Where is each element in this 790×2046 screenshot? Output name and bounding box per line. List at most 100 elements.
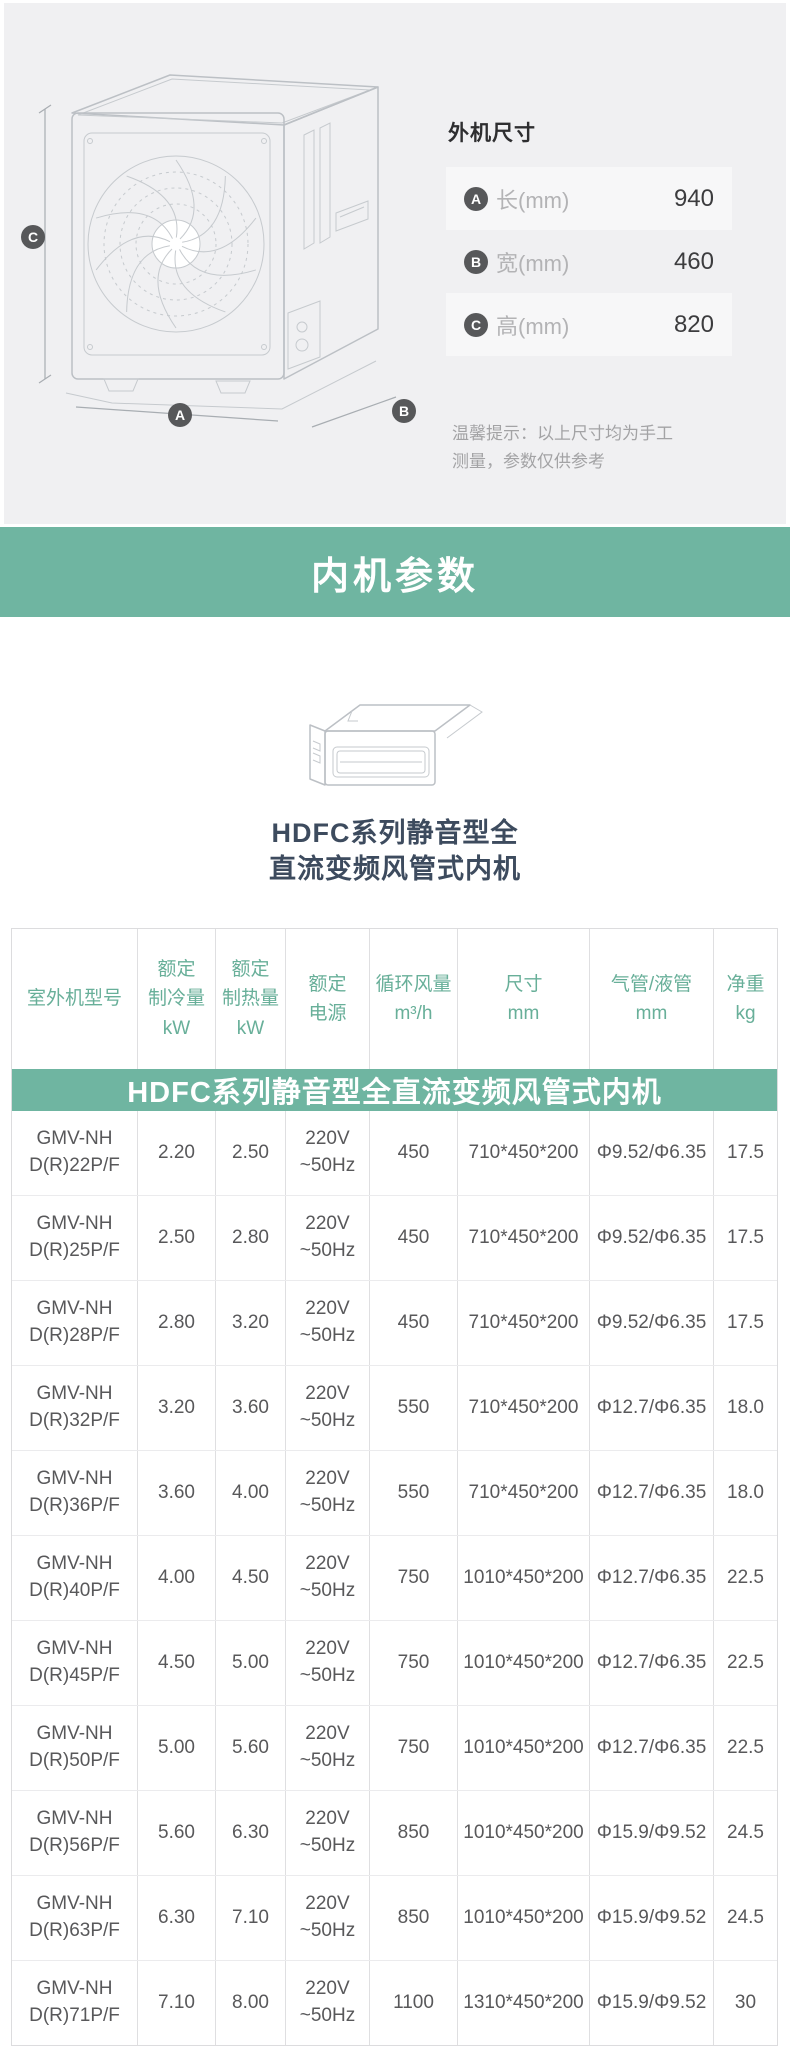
table-cell: GMV-NH D(R)40P/F [12,1536,138,1620]
product-series-title: HDFC系列静音型全 直流变频风管式内机 [269,818,521,884]
table-cell: 450 [370,1281,458,1365]
table-cell: 22.5 [727,1651,764,1673]
table-cell: 220V ~50Hz [286,1451,370,1535]
table-row: GMV-NH D(R)71P/F 7.10 8.00 220V ~50Hz 1100 13… [12,1960,777,2045]
table-cell: 710*450*200 [458,1196,590,1280]
dim-badge-a: A [464,186,488,211]
col-header-size: 尺寸 mm [458,929,590,1069]
table-cell: 2.80 [216,1196,286,1280]
indoor-unit-illustration [309,704,483,786]
outer-dimensions-panel: 外机尺寸 A 长(mm) 940 B 宽(mm) 460 C 高(mm) 820… [446,117,732,476]
dimension-row-height: C 高(mm) 820 [446,293,732,356]
table-row: GMV-NH D(R)25P/F 2.50 2.80 220V ~50Hz 450 710… [12,1195,777,1280]
table-cell: Φ12.7/Φ6.35 [590,1621,714,1705]
table-cell: GMV-NH D(R)45P/F [12,1621,138,1705]
table-cell: 17.5 [727,1226,764,1248]
table-row: GMV-NH D(R)56P/F 5.60 6.30 220V ~50Hz 850 101… [12,1790,777,1875]
table-cell: GMV-NH D(R)32P/F [12,1366,138,1450]
col-header-net-weight: 净重 kg [726,973,765,1024]
table-cell: 1010*450*200 [458,1706,590,1790]
table-cell: Φ15.9/Φ9.52 [590,1961,714,2045]
table-cell: 1100 [370,1961,458,2045]
table-cell: 710*450*200 [458,1451,590,1535]
table-cell: 18.0 [727,1481,764,1503]
table-cell: 1310*450*200 [458,1961,590,2045]
dim-badge-c: C [464,312,488,337]
table-cell: 6.30 [138,1876,216,1960]
table-cell: 5.60 [138,1791,216,1875]
table-cell: GMV-NH D(R)63P/F [12,1876,138,1960]
table-cell: 24.5 [727,1906,764,1928]
table-cell: GMV-NH D(R)28P/F [12,1281,138,1365]
section-banner-title: 内机参数 [310,555,479,598]
table-cell: 220V ~50Hz [286,1536,370,1620]
table-cell: 2.20 [138,1111,216,1195]
table-header-row: 室外机型号 额定 制冷量 kW 额定 制热量 kW 额定 电源 循环风量 m³/… [12,929,777,1069]
table-cell: 7.10 [216,1876,286,1960]
measurement-tip: 温馨提示：以上尺寸均为手工 测量，参数仅供参考 [452,424,673,472]
dimension-row-length: A 长(mm) 940 [446,167,732,230]
table-cell: 30 [734,1991,757,2013]
table-cell: 4.50 [216,1536,286,1620]
table-cell: 8.00 [216,1961,286,2045]
table-cell: 220V ~50Hz [286,1111,370,1195]
dim-label-height: 高(mm) [496,313,570,339]
table-cell: 24.5 [727,1821,764,1843]
col-header-model: 室外机型号 [12,929,138,1069]
section-banner: 内机参数 [0,527,790,617]
dim-label-width: 宽(mm) [496,250,570,276]
outdoor-unit-illustration [38,74,397,428]
table-cell: 2.50 [216,1111,286,1195]
col-header-heating: 额定 制热量 kW [216,929,286,1069]
table-cell: Φ12.7/Φ6.35 [590,1366,714,1450]
table-cell: 5.00 [216,1621,286,1705]
table-cell: 17.5 [727,1141,764,1163]
outdoor-unit-section: C A B 外机尺寸 A 长(mm) 940 B 宽(mm) 460 C 高(m… [4,3,786,524]
table-cell: 1010*450*200 [458,1876,590,1960]
dim-label-length: 长(mm) [496,187,570,213]
dimension-marker-c: C [21,225,45,249]
table-cell: 550 [370,1451,458,1535]
dim-value-height: 820 [673,310,714,338]
table-cell: 220V ~50Hz [286,1366,370,1450]
col-header-pipes: 气管/液管 mm [590,929,714,1069]
table-cell: 22.5 [727,1566,764,1588]
table-cell: GMV-NH D(R)71P/F [12,1961,138,2045]
table-cell: Φ15.9/Φ9.52 [590,1791,714,1875]
table-cell: 220V ~50Hz [286,1706,370,1790]
table-row: GMV-NH D(R)63P/F 6.30 7.10 220V ~50Hz 850 101… [12,1875,777,1960]
table-cell: GMV-NH D(R)25P/F [12,1196,138,1280]
table-cell: Φ12.7/Φ6.35 [590,1706,714,1790]
table-cell: 850 [370,1876,458,1960]
table-cell: 550 [370,1366,458,1450]
table-cell: GMV-NH D(R)36P/F [12,1451,138,1535]
table-cell: 450 [370,1196,458,1280]
table-cell: 4.00 [138,1536,216,1620]
table-cell: 850 [370,1791,458,1875]
table-row: GMV-NH D(R)28P/F 2.80 3.20 220V ~50Hz 450 710… [12,1280,777,1365]
dim-badge-b: B [464,249,488,274]
table-row: GMV-NH D(R)45P/F 4.50 5.00 220V ~50Hz 750 101… [12,1620,777,1705]
table-cell: 7.10 [138,1961,216,2045]
table-cell: 750 [370,1621,458,1705]
table-cell: Φ12.7/Φ6.35 [590,1451,714,1535]
table-cell: 3.20 [138,1366,216,1450]
table-cell: GMV-NH D(R)22P/F [12,1111,138,1195]
table-row: GMV-NH D(R)50P/F 5.00 5.60 220V ~50Hz 750 101… [12,1705,777,1790]
table-cell: 220V ~50Hz [286,1791,370,1875]
table-cell: 5.60 [216,1706,286,1790]
table-cell: 3.20 [216,1281,286,1365]
table-group-title: HDFC系列静音型全直流变频风管式内机 [127,1077,662,1109]
table-cell: 22.5 [727,1736,764,1758]
table-cell: 1010*450*200 [458,1791,590,1875]
outer-dimensions-title: 外机尺寸 [448,122,536,145]
table-cell: Φ9.52/Φ6.35 [590,1111,714,1195]
col-header-power: 额定 电源 [286,929,370,1069]
table-cell: 450 [370,1111,458,1195]
table-cell: 710*450*200 [458,1111,590,1195]
table-cell: 220V ~50Hz [286,1961,370,2045]
table-cell: 5.00 [138,1706,216,1790]
table-cell: 2.80 [138,1281,216,1365]
table-cell: 6.30 [216,1791,286,1875]
table-cell: 710*450*200 [458,1366,590,1450]
